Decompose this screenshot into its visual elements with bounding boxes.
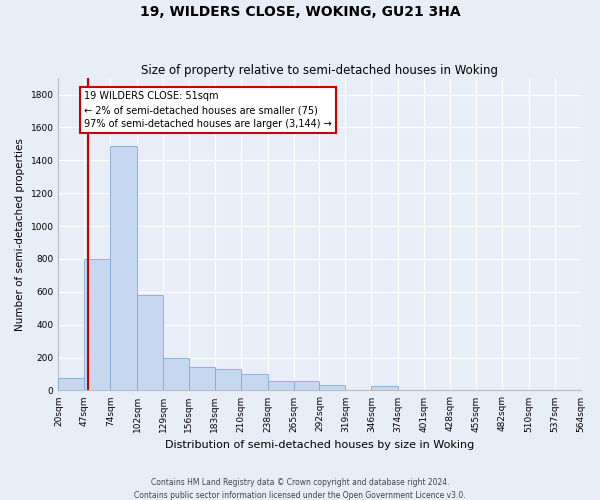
Bar bbox=[215, 369, 241, 390]
Bar bbox=[319, 384, 346, 390]
Bar bbox=[268, 380, 293, 390]
Text: 19, WILDERS CLOSE, WOKING, GU21 3HA: 19, WILDERS CLOSE, WOKING, GU21 3HA bbox=[140, 5, 460, 19]
Bar bbox=[241, 374, 268, 390]
Bar bbox=[58, 378, 85, 390]
X-axis label: Distribution of semi-detached houses by size in Woking: Distribution of semi-detached houses by … bbox=[165, 440, 474, 450]
Bar bbox=[371, 386, 398, 390]
Text: Contains HM Land Registry data © Crown copyright and database right 2024.
Contai: Contains HM Land Registry data © Crown c… bbox=[134, 478, 466, 500]
Bar bbox=[293, 382, 319, 390]
Bar bbox=[110, 146, 137, 390]
Bar bbox=[85, 259, 110, 390]
Bar bbox=[163, 358, 189, 390]
Bar bbox=[189, 366, 215, 390]
Bar bbox=[137, 295, 163, 390]
Y-axis label: Number of semi-detached properties: Number of semi-detached properties bbox=[15, 138, 25, 330]
Title: Size of property relative to semi-detached houses in Woking: Size of property relative to semi-detach… bbox=[141, 64, 498, 77]
Text: 19 WILDERS CLOSE: 51sqm
← 2% of semi-detached houses are smaller (75)
97% of sem: 19 WILDERS CLOSE: 51sqm ← 2% of semi-det… bbox=[85, 92, 332, 130]
